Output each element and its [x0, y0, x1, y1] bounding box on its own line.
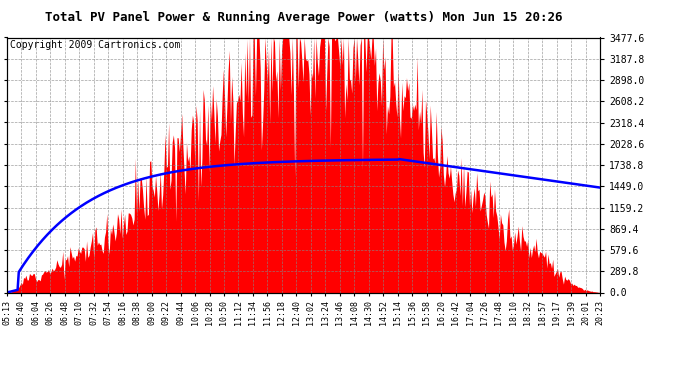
Text: Copyright 2009 Cartronics.com: Copyright 2009 Cartronics.com: [10, 40, 180, 50]
Text: Total PV Panel Power & Running Average Power (watts) Mon Jun 15 20:26: Total PV Panel Power & Running Average P…: [45, 11, 562, 24]
